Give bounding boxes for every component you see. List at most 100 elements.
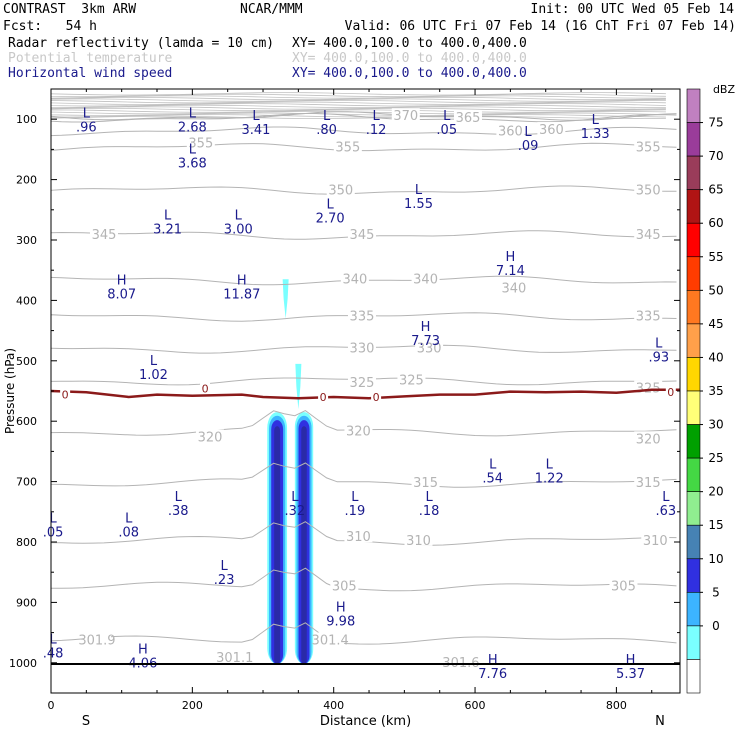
- center-label: NCAR/MMM: [240, 2, 303, 17]
- y-tick-label: 200: [16, 174, 37, 187]
- y-tick-label: 600: [16, 415, 37, 428]
- theta-label-bg: [411, 474, 440, 488]
- colorbar-label: 5: [712, 585, 720, 599]
- field-xy-reflectivity: XY= 400.0,100.0 to 400.0,400.0: [292, 36, 527, 51]
- theta-contour-upper: [50, 96, 666, 101]
- wind-min-label-value: 2.68: [178, 120, 207, 135]
- theta-label: 360: [498, 124, 523, 139]
- colorbar-swatch: [686, 290, 701, 325]
- theta-contour-upper: [50, 114, 666, 118]
- wind-min-label-type: L: [221, 559, 229, 574]
- theta-label-bg: [411, 271, 440, 285]
- y-tick-label: 100: [16, 113, 37, 126]
- wind-min-label-value: 3.41: [241, 123, 270, 138]
- colorbar-swatch: [686, 457, 701, 492]
- theta-contour-350: [50, 185, 677, 195]
- theta-contour-upper: [50, 101, 666, 105]
- theta-label: 310: [406, 534, 431, 549]
- wind-max-label-type: H: [117, 274, 127, 289]
- theta-label: 320: [198, 431, 223, 446]
- theta-label: 350: [328, 183, 353, 198]
- theta-contour-upper: [50, 106, 666, 110]
- colorbar-swatch: [686, 88, 701, 123]
- zero-isotherm-label: 0: [202, 383, 209, 396]
- y-tick-label: 300: [16, 234, 37, 247]
- zero-isotherm-layer: 0 0 0 0 0: [50, 382, 680, 404]
- theta-contour-upper: [50, 98, 666, 102]
- y-tick-label: 1000: [9, 657, 37, 670]
- theta-label-bg: [90, 227, 119, 241]
- zero-label-bg: [318, 391, 329, 403]
- colorbar-swatch: [686, 155, 701, 190]
- wind-min-label-type: L: [323, 109, 331, 124]
- reflectivity-wisp: [282, 279, 289, 319]
- theta-label-bg: [347, 227, 376, 241]
- colorbar-label: 20: [708, 485, 723, 499]
- theta-label: 330: [417, 342, 442, 357]
- theta-label: 315: [636, 476, 661, 491]
- wind-max-label-value: 7.76: [478, 667, 507, 682]
- wind-min-label-type: L: [372, 109, 380, 124]
- theta-label: 340: [413, 272, 438, 287]
- wind-min-label-type: L: [150, 354, 158, 369]
- theta-label-bg: [634, 474, 663, 488]
- y-tick-label: 700: [16, 476, 37, 489]
- field-xy-wind: XY= 400.0,100.0 to 400.0,400.0: [292, 66, 527, 81]
- theta-contour-upper: [50, 95, 666, 99]
- wind-min-label-value: .23: [214, 573, 235, 588]
- theta-label: 345: [636, 228, 661, 243]
- x-tick-label: 200: [182, 699, 203, 712]
- field-label-theta: Potential temperature: [8, 51, 173, 66]
- wind-min-label-value: 2.70: [316, 212, 345, 227]
- colorbar-label: 60: [708, 216, 723, 230]
- colorbar-label: 75: [708, 116, 723, 130]
- theta-label-bg: [220, 649, 249, 663]
- wind-max-label-type: H: [421, 320, 431, 335]
- theta-label: 345: [92, 228, 117, 243]
- y-tick-label: 800: [16, 536, 37, 549]
- theta-label-bg: [609, 578, 638, 592]
- colorbar-label: 65: [708, 183, 723, 197]
- colorbar-swatch: [686, 357, 701, 392]
- theta-label: 340: [342, 272, 367, 287]
- field-xy-theta: XY= 400.0,100.0 to 400.0,400.0: [292, 51, 527, 66]
- theta-label: 355: [636, 141, 661, 156]
- wind-min-label-value: 3.21: [153, 222, 182, 237]
- theta-contour-upper: [50, 115, 666, 120]
- wind-max-label-type: H: [626, 653, 636, 668]
- y-tick-label: 900: [16, 596, 37, 609]
- theta-label-bg: [344, 423, 373, 437]
- theta-contour-upper: [50, 104, 666, 109]
- colorbar-label: 35: [708, 384, 723, 398]
- wind-max-label-type: H: [488, 653, 498, 668]
- y-axis-title: Pressure (hPa): [3, 348, 17, 434]
- wind-max-label-value: 8.07: [107, 288, 136, 303]
- wind-min-label-type: L: [443, 109, 451, 124]
- colorbar-swatch: [686, 424, 701, 459]
- theta-label-bg: [634, 139, 663, 153]
- colorbar-label: 70: [708, 149, 723, 163]
- zero-isotherm-label: 0: [320, 391, 327, 404]
- wind-min-label-value: .05: [436, 123, 457, 138]
- wind-min-label-value: .96: [76, 120, 97, 135]
- theta-label-bg: [347, 340, 376, 354]
- wind-min-label-type: L: [235, 208, 243, 223]
- wind-max-label-type: H: [237, 274, 247, 289]
- theta-label-bg: [82, 632, 111, 646]
- colorbar-label: 10: [708, 552, 723, 566]
- wind-min-label-type: L: [164, 208, 172, 223]
- model-title: CONTRAST 3km ARW: [3, 2, 137, 17]
- zero-label-bg: [200, 382, 211, 394]
- theta-label: 370: [393, 109, 418, 124]
- x-tick-label: 600: [465, 699, 486, 712]
- theta-contour-365: [50, 113, 677, 123]
- zero-label-bg: [371, 391, 382, 403]
- wind-max-label-value: 7.14: [496, 264, 525, 279]
- theta-label: 320: [346, 424, 371, 439]
- theta-label-bg: [537, 122, 566, 136]
- wind-min-label-type: L: [524, 125, 532, 140]
- valid-time: Valid: 06 UTC Fri 07 Feb 14 (16 ChT Fri …: [344, 19, 736, 34]
- theta-label-bg: [347, 308, 376, 322]
- theta-contour-315: [50, 462, 677, 488]
- wind-min-label-type: L: [49, 632, 57, 647]
